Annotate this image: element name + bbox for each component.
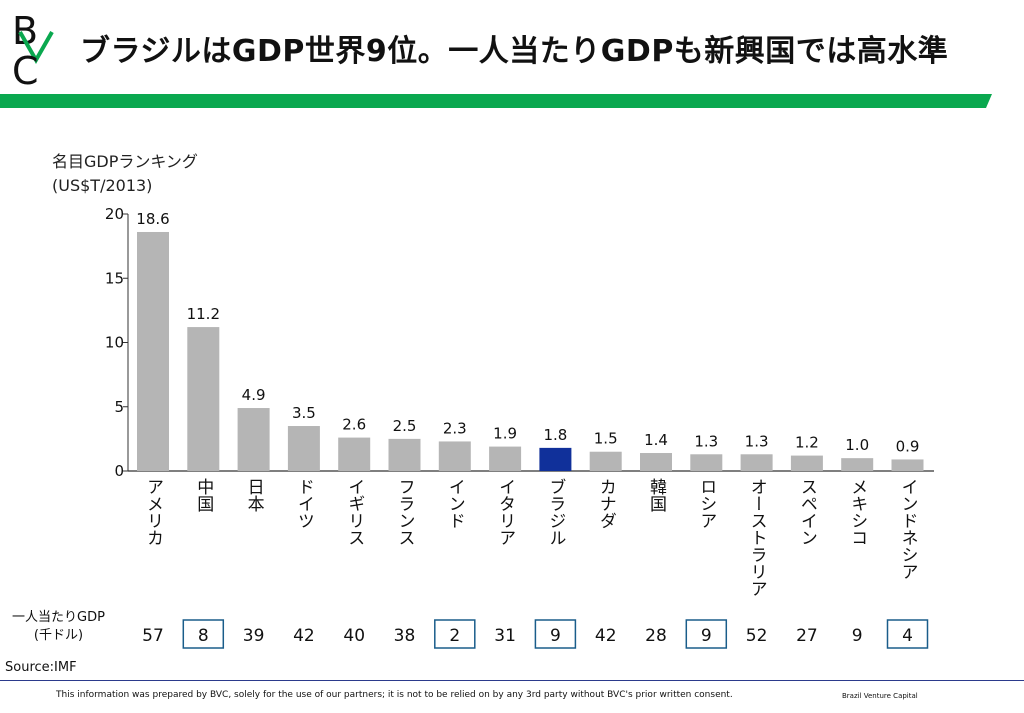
bar-value-label: 18.6 <box>136 210 169 228</box>
logo-v-mark-icon <box>18 31 54 65</box>
per-capita-value: 4 <box>902 626 913 646</box>
y-axis-label-line-1: 名目GDPランキング <box>52 152 198 171</box>
bar <box>891 459 924 471</box>
bar-value-label: 11.2 <box>187 305 220 323</box>
bar-value-label: 3.5 <box>292 404 316 422</box>
category-label: ブラジル <box>545 478 565 546</box>
logo-letter-c: C <box>12 49 39 86</box>
category-label: イギリス <box>344 478 364 546</box>
per-capita-label-line-2: (千ドル) <box>33 628 84 643</box>
footer-divider <box>0 680 1024 681</box>
per-capita-value: 9 <box>852 626 863 646</box>
category-label: フランス <box>395 478 415 546</box>
bar <box>137 231 169 471</box>
per-capita-value: 27 <box>796 626 818 646</box>
bar <box>338 437 371 471</box>
page-title: ブラジルはGDP世界9位。一人当たりGDPも新興国では高水準 <box>80 34 949 69</box>
per-capita-box <box>886 619 929 649</box>
logo-letter-b: B <box>12 10 38 53</box>
per-capita-value: 9 <box>701 626 712 646</box>
y-tick-label: 5 <box>114 398 124 416</box>
category-label: スペイン <box>797 478 817 546</box>
category-label: インド <box>445 478 465 529</box>
per-capita-value: 38 <box>394 626 416 646</box>
bar-value-label: 2.5 <box>393 417 417 435</box>
disclaimer-text: This information was prepared by BVC, so… <box>56 690 733 700</box>
bar-value-label: 1.9 <box>493 425 517 443</box>
per-capita-value: 2 <box>449 626 460 646</box>
per-capita-value: 40 <box>343 626 365 646</box>
y-tick-label: 20 <box>105 205 124 223</box>
per-capita-value: 31 <box>494 626 516 646</box>
header-accent-bar <box>0 94 992 108</box>
bar <box>438 441 471 471</box>
bar <box>539 447 572 471</box>
per-capita-value: 28 <box>645 626 667 646</box>
category-label: 日本 <box>244 478 265 512</box>
bar <box>690 454 723 471</box>
bar <box>237 408 270 471</box>
bar <box>841 458 874 471</box>
bar-value-label: 1.3 <box>694 432 718 450</box>
per-capita-box <box>434 619 476 649</box>
source-note: Source:IMF <box>5 660 77 675</box>
per-capita-value: 57 <box>142 626 164 646</box>
category-label: ロシア <box>696 478 716 529</box>
bar-value-label: 1.4 <box>644 431 668 449</box>
per-capita-value: 42 <box>293 626 315 646</box>
y-axis-label-line-2: (US$T/2013) <box>52 176 153 195</box>
bar <box>287 426 320 471</box>
category-label: ドイツ <box>294 478 314 529</box>
y-tick-label: 10 <box>105 334 124 352</box>
per-capita-label-line-1: 一人当たりGDP <box>12 610 105 625</box>
per-capita-value: 52 <box>746 626 768 646</box>
bar-value-label: 1.3 <box>745 432 769 450</box>
bar <box>489 446 522 471</box>
per-capita-box <box>534 619 577 649</box>
category-label: オーストラリア <box>747 478 767 597</box>
bar <box>589 451 622 471</box>
bar-value-label: 1.2 <box>795 434 819 452</box>
bar-value-label: 4.9 <box>242 386 266 404</box>
bar-value-label: 0.9 <box>896 437 920 455</box>
category-label: カナダ <box>596 478 616 529</box>
per-capita-value: 42 <box>595 626 617 646</box>
bar <box>388 438 421 471</box>
bar-value-label: 1.0 <box>845 436 869 454</box>
y-tick-label: 0 <box>114 462 124 480</box>
bar <box>740 454 773 471</box>
bar-value-label: 2.6 <box>342 416 366 434</box>
category-label: インドネシア <box>898 478 918 580</box>
bar <box>790 455 823 471</box>
per-capita-value: 39 <box>243 626 265 646</box>
bar <box>640 453 672 471</box>
per-capita-label: 一人当たりGDP (千ドル) <box>12 609 105 645</box>
bvc-logo: B C <box>12 10 54 86</box>
bar <box>187 327 220 471</box>
bar-value-label: 2.3 <box>443 419 467 437</box>
category-label: 韓国 <box>646 478 667 512</box>
per-capita-value: 8 <box>198 626 209 646</box>
footer-brand: Brazil Venture Capital <box>842 692 918 700</box>
bar-value-label: 1.8 <box>543 426 567 444</box>
y-tick-label: 15 <box>105 269 124 287</box>
per-capita-box <box>685 619 728 649</box>
category-label: メキシコ <box>847 478 867 546</box>
category-label: 中国 <box>193 478 213 512</box>
category-label: イタリア <box>495 478 515 546</box>
per-capita-box <box>182 619 225 649</box>
category-label: アメリカ <box>143 478 163 546</box>
bar-value-label: 1.5 <box>594 430 618 448</box>
per-capita-value: 9 <box>550 626 561 646</box>
y-axis-label: 名目GDPランキング (US$T/2013) <box>52 150 198 198</box>
